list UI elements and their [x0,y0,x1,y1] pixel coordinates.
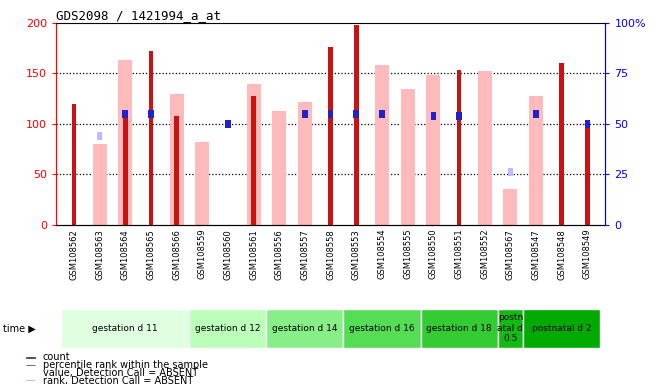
Bar [118,60,132,225]
Bar [353,110,359,118]
Bar [507,168,513,176]
Bar [343,309,420,348]
Bar [503,189,517,225]
Text: time ▶: time ▶ [3,323,36,333]
Bar [93,144,107,225]
Bar [72,104,76,225]
Bar [26,357,35,358]
Text: GSM108552: GSM108552 [480,229,489,280]
Bar [251,96,256,225]
Bar [354,25,359,225]
Text: GSM108553: GSM108553 [352,229,361,280]
Text: GSM108556: GSM108556 [275,229,284,280]
Text: GSM108551: GSM108551 [455,229,463,280]
Text: GSM108549: GSM108549 [583,229,592,280]
Bar [529,96,543,225]
Bar [375,65,389,225]
Bar [266,309,343,348]
Bar [426,76,440,225]
Text: GSM108554: GSM108554 [378,229,386,280]
Bar [533,110,539,118]
Bar [497,309,523,348]
Bar [379,110,385,118]
Bar [97,132,103,140]
Bar [272,111,286,225]
Text: GSM108557: GSM108557 [301,229,309,280]
Bar [123,114,128,225]
Bar [174,116,179,225]
Text: gestation d 14: gestation d 14 [272,324,338,333]
Text: gestation d 18: gestation d 18 [426,324,492,333]
Bar [457,70,461,225]
Bar [149,51,153,225]
Text: GSM108560: GSM108560 [224,229,232,280]
Text: count: count [43,352,70,362]
Bar [523,309,600,348]
Bar [401,89,415,225]
Text: rank, Detection Call = ABSENT: rank, Detection Call = ABSENT [43,376,193,384]
Text: GSM108562: GSM108562 [69,229,78,280]
Text: GSM108566: GSM108566 [172,229,181,280]
Bar [122,110,128,118]
Bar [247,84,261,225]
Bar [190,309,266,348]
Text: gestation d 16: gestation d 16 [349,324,415,333]
Text: GSM108567: GSM108567 [506,229,515,280]
Text: GSM108548: GSM108548 [557,229,567,280]
Bar [456,112,462,120]
Bar [585,122,590,225]
Text: GSM108565: GSM108565 [147,229,155,280]
Text: GSM108563: GSM108563 [95,229,104,280]
Text: GSM108555: GSM108555 [403,229,412,280]
Text: GSM108558: GSM108558 [326,229,335,280]
Bar [26,372,35,373]
Bar [584,120,590,128]
Text: percentile rank within the sample: percentile rank within the sample [43,360,207,370]
Bar [302,110,308,118]
Text: postn
atal d
0.5: postn atal d 0.5 [497,313,523,343]
Bar [420,309,497,348]
Bar [478,71,492,225]
Text: GDS2098 / 1421994_a_at: GDS2098 / 1421994_a_at [56,9,221,22]
Bar [559,63,564,225]
Text: postnatal d 2: postnatal d 2 [532,324,592,333]
Bar [430,112,436,120]
Bar [61,309,190,348]
Bar [298,102,312,225]
Text: GSM108564: GSM108564 [121,229,130,280]
Bar [328,110,334,118]
Text: GSM108547: GSM108547 [532,229,540,280]
Bar [148,110,154,118]
Bar [195,142,209,225]
Text: GSM108561: GSM108561 [249,229,258,280]
Bar [225,120,231,128]
Text: GSM108559: GSM108559 [198,229,207,280]
Bar [328,47,333,225]
Text: gestation d 12: gestation d 12 [195,324,261,333]
Text: gestation d 11: gestation d 11 [92,324,158,333]
Bar [170,94,184,225]
Text: value, Detection Call = ABSENT: value, Detection Call = ABSENT [43,368,197,378]
Text: GSM108550: GSM108550 [429,229,438,280]
